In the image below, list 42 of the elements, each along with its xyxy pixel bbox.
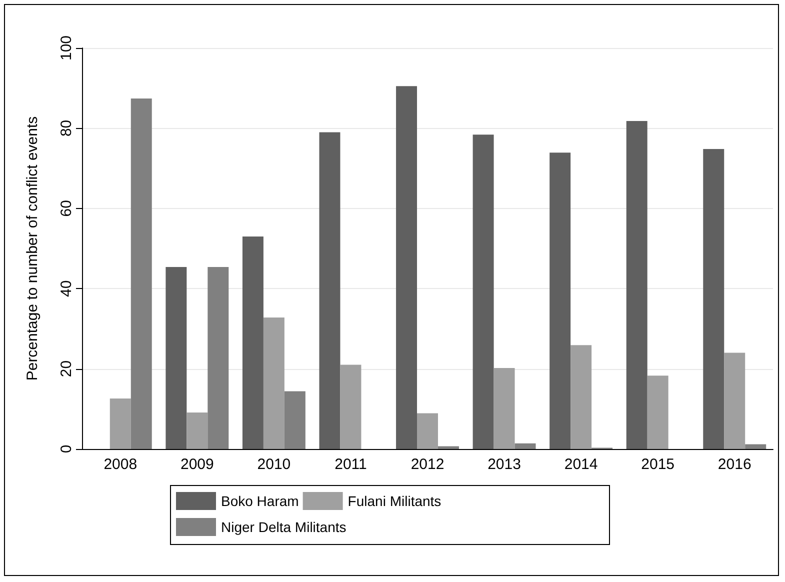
y-axis-title: Percentage to number of conflict events: [24, 116, 41, 381]
legend-label: Niger Delta Militants: [221, 519, 346, 535]
y-tick-label: 20: [58, 360, 75, 378]
bar: [208, 266, 229, 449]
x-tick-label: 2010: [257, 456, 291, 473]
bar: [703, 149, 724, 449]
bar: [110, 398, 131, 449]
bar: [494, 368, 515, 449]
bar: [745, 444, 766, 449]
bar: [472, 134, 494, 449]
x-tick-label: 2016: [718, 456, 752, 473]
x-tick-label: 2012: [410, 456, 444, 473]
bar: [417, 413, 438, 449]
legend-label: Fulani Militants: [348, 493, 442, 509]
bar: [570, 345, 592, 449]
y-tick-label: 0: [58, 444, 75, 454]
bar: [550, 152, 571, 449]
bar: [284, 391, 306, 449]
x-tick-label: 2015: [641, 456, 675, 473]
legend-label: Boko Haram: [221, 493, 299, 509]
y-tick-label: 40: [58, 280, 75, 297]
x-tick-label: 2008: [104, 456, 138, 473]
x-tick-label: 2011: [334, 456, 367, 473]
bar: [130, 98, 152, 449]
bar: [626, 120, 648, 449]
bar: [166, 266, 187, 449]
x-tick-label: 2009: [180, 456, 214, 473]
x-tick-label: 2013: [488, 456, 521, 473]
bar: [438, 446, 459, 449]
bar: [647, 376, 668, 449]
bar: [514, 443, 536, 449]
x-tick-label: 2014: [564, 456, 598, 473]
bar: [319, 132, 340, 449]
y-tick-label: 60: [58, 200, 75, 217]
bar: [396, 86, 418, 449]
bar: [724, 352, 746, 449]
y-tick-label: 100: [58, 35, 75, 61]
bar: [242, 236, 264, 449]
bar: [340, 364, 362, 449]
bar: [263, 317, 284, 449]
y-tick-label: 80: [58, 120, 75, 137]
bar: [186, 412, 208, 449]
